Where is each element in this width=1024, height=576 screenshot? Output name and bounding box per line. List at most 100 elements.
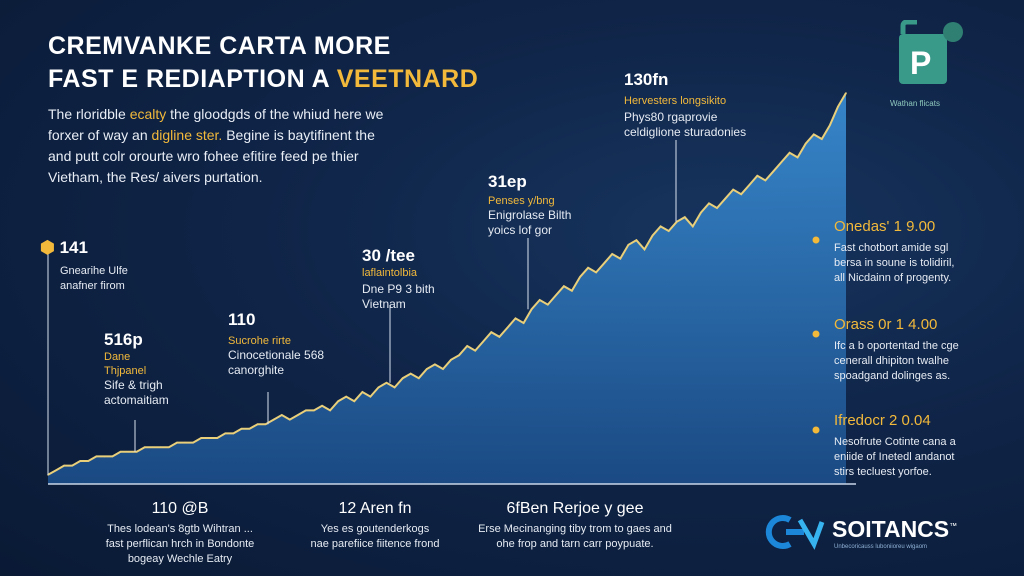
data-point <box>563 285 565 288</box>
data-point <box>63 464 65 467</box>
data-point <box>611 253 613 255</box>
series-line <box>47 92 847 476</box>
data-point <box>667 230 670 232</box>
brand-mark-icon <box>765 515 825 550</box>
data-point <box>450 359 452 361</box>
data-point <box>256 423 259 426</box>
side-note-line: bersa in soune is tolidiril, <box>834 257 955 269</box>
data-point <box>538 299 541 301</box>
badge-caption: Wathan flicats <box>890 99 940 108</box>
side-note-head: Onedas' 1 9.00 <box>834 218 936 235</box>
bottom-note-line: Yes es goutenderkogs <box>320 523 430 535</box>
data-point <box>530 308 533 311</box>
pin-icon: ⬢ <box>40 238 55 257</box>
data-point <box>426 368 428 370</box>
leader-lines <box>47 140 820 475</box>
data-point <box>748 184 751 186</box>
annotation-number: 31ep <box>488 172 527 191</box>
data-point <box>764 179 767 182</box>
data-point <box>281 414 283 416</box>
intro-line-2: forxer of way an digline ster. Begine is… <box>48 125 418 146</box>
side-note-marker <box>812 236 820 244</box>
data-point <box>305 409 307 412</box>
data-point <box>152 446 154 449</box>
annotation-line: yoics lof gor <box>488 223 553 237</box>
data-point <box>514 317 517 320</box>
title-line-2-accent: VEETNARD <box>336 65 479 93</box>
data-point <box>692 225 694 228</box>
chart-layer <box>47 92 856 485</box>
side-note-line: Ifc a b oportentad the cge <box>834 340 959 352</box>
data-point <box>353 400 356 403</box>
annotation-30tee: 30 /tee laflaintolbia Dne P9 3 bith Viet… <box>362 246 435 312</box>
data-point <box>329 409 331 412</box>
data-point <box>482 340 485 343</box>
data-point <box>409 372 412 375</box>
annotation-number: 130fn <box>624 70 669 89</box>
data-point <box>337 400 340 403</box>
data-point <box>627 244 630 246</box>
data-point <box>55 469 57 472</box>
data-point <box>804 142 807 145</box>
data-point <box>788 152 791 154</box>
data-point <box>845 92 847 94</box>
data-point <box>224 432 227 435</box>
data-point <box>377 386 380 389</box>
annotation-number: 30 /tee <box>362 246 415 265</box>
data-point <box>87 460 90 462</box>
annotation-sub: Hervesters longsikito <box>624 95 727 107</box>
bottom-note-line: Erse Mecinanging tiby trom to gaes and <box>478 523 672 535</box>
annotation-31ep: 31ep Penses y/bng Enigrolase Bilth yoics… <box>488 172 571 238</box>
title-line-2: FAST E REDIAPTION A VEETNARD <box>48 65 478 94</box>
bottom-note-head: 110 @B <box>151 500 209 517</box>
annotation-130fn: 130fn Hervesters longsikito Phys80 rgapr… <box>624 70 746 140</box>
data-point <box>289 418 291 421</box>
data-point <box>700 211 702 214</box>
bottom-note-line: fast perflican hrch in Bondonte <box>105 538 255 550</box>
data-point <box>651 234 654 237</box>
intro-line-2-highlight: digline ster. <box>151 127 223 143</box>
bottom-note-head: 12 Aren fn <box>338 500 412 517</box>
badge-icon: P <box>899 20 963 84</box>
data-point <box>111 455 114 458</box>
side-note-head: Orass 0r 1 4.00 <box>834 316 938 333</box>
data-point <box>264 423 267 426</box>
data-point <box>240 428 243 430</box>
side-note-marker <box>812 426 820 434</box>
data-point <box>724 198 726 200</box>
data-point <box>458 354 460 357</box>
data-point <box>168 446 170 449</box>
intro-line-1: The rloridble ecalty the gloodgds of the… <box>48 104 418 125</box>
annotation-number-value: 141 <box>59 238 88 257</box>
brand-tm: ™ <box>949 521 958 531</box>
data-point <box>79 460 81 462</box>
annotation-line: Cinocetionale 568 <box>228 348 325 362</box>
annotation-sub: Sucrohe rirte <box>228 335 291 347</box>
data-point <box>772 170 775 172</box>
data-point <box>369 395 372 398</box>
data-point <box>200 437 202 439</box>
data-point <box>732 188 734 191</box>
annotation-110: 110 Sucrohe rirte Cinocetionale 568 cano… <box>228 310 324 378</box>
data-point <box>821 138 823 140</box>
brand-tagline: Unbecoricauss luboniioreu wigaom <box>834 544 928 550</box>
data-point <box>587 267 589 269</box>
intro-line-1-a: The rloridble <box>48 106 130 122</box>
intro-line-2-b: Begine is baytifinent the <box>222 127 375 143</box>
data-point <box>321 405 323 407</box>
annotation-line: celdiglione sturadonies <box>624 125 747 139</box>
data-point <box>555 294 557 297</box>
data-point <box>192 441 194 444</box>
area-fill <box>48 93 846 484</box>
data-point <box>119 451 122 453</box>
annotation-sub: Dane <box>104 351 131 363</box>
side-note-head: Ifredocr 2 0.04 <box>834 412 931 429</box>
data-point <box>232 432 235 435</box>
bottom-note-line: bogeay Wechle Eatry <box>127 553 233 565</box>
data-point <box>603 262 605 265</box>
bottom-note-head: 6fBen Rerjoe y gee <box>506 500 644 517</box>
data-point <box>103 455 106 458</box>
intro-line-4: Vietham, the Res/ aivers purtation. <box>48 169 263 185</box>
data-point <box>796 156 799 159</box>
